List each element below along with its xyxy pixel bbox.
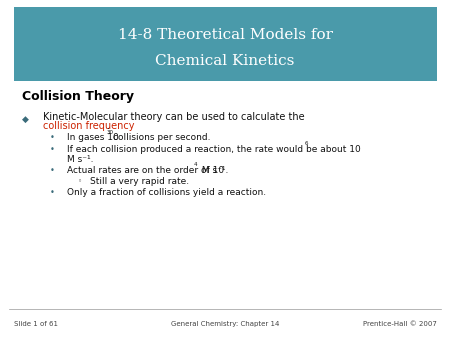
Text: ◦: ◦ xyxy=(78,178,82,184)
Text: M s⁻¹.: M s⁻¹. xyxy=(199,166,228,175)
Text: Actual rates are on the order of 10: Actual rates are on the order of 10 xyxy=(67,166,224,175)
FancyBboxPatch shape xyxy=(14,7,436,81)
Text: collision frequency: collision frequency xyxy=(43,121,134,131)
Text: •: • xyxy=(50,134,54,142)
Text: If each collision produced a reaction, the rate would be about 10: If each collision produced a reaction, t… xyxy=(67,145,360,154)
Text: 6: 6 xyxy=(305,141,309,146)
Text: General Chemistry: Chapter 14: General Chemistry: Chapter 14 xyxy=(171,321,279,328)
Text: Only a fraction of collisions yield a reaction.: Only a fraction of collisions yield a re… xyxy=(67,188,266,197)
Text: Chemical Kinetics: Chemical Kinetics xyxy=(155,54,295,68)
Text: M s⁻¹.: M s⁻¹. xyxy=(67,155,93,164)
Text: .: . xyxy=(107,121,110,131)
Text: ◆: ◆ xyxy=(22,115,28,123)
Text: 14-8 Theoretical Models for: 14-8 Theoretical Models for xyxy=(117,28,333,43)
Text: 4: 4 xyxy=(194,162,197,167)
Text: •: • xyxy=(50,188,54,197)
Text: Collision Theory: Collision Theory xyxy=(22,90,135,103)
Text: •: • xyxy=(50,166,54,175)
Text: 30: 30 xyxy=(106,130,113,135)
Text: Kinetic-Molecular theory can be used to calculate the: Kinetic-Molecular theory can be used to … xyxy=(43,112,304,122)
Text: In gases 10: In gases 10 xyxy=(67,134,118,142)
Text: Still a very rapid rate.: Still a very rapid rate. xyxy=(90,177,189,186)
Text: collisions per second.: collisions per second. xyxy=(113,134,211,142)
Text: Prentice-Hall © 2007: Prentice-Hall © 2007 xyxy=(363,321,436,328)
Text: •: • xyxy=(50,145,54,154)
Text: Slide 1 of 61: Slide 1 of 61 xyxy=(14,321,58,328)
